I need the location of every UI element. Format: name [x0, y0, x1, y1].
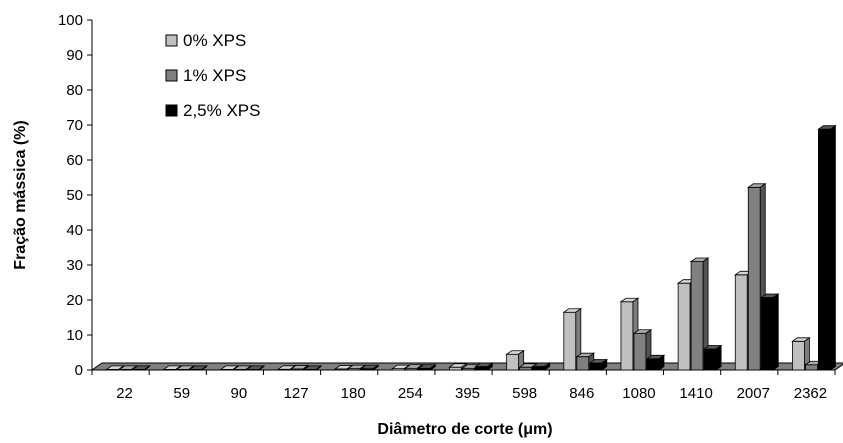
bar	[702, 344, 723, 371]
y-tick-label: 10	[66, 327, 83, 344]
x-tick-label: 1080	[622, 385, 655, 402]
legend-swatch	[165, 69, 178, 82]
bar	[245, 365, 266, 371]
bar	[474, 362, 494, 371]
legend-item: 1% XPS	[165, 66, 246, 85]
x-axis-title: Diâmetro de corte (μm)	[377, 421, 552, 438]
y-tick-label: 40	[66, 222, 83, 239]
bar	[302, 365, 323, 371]
x-tick-label: 254	[398, 385, 423, 402]
y-tick-label: 80	[66, 82, 83, 99]
x-tick-label: 2362	[794, 385, 827, 402]
y-tick-label: 20	[66, 292, 83, 309]
x-tick-label: 2007	[737, 385, 770, 402]
x-tick-label: 846	[569, 385, 594, 402]
y-tick-label: 70	[66, 117, 83, 134]
bar	[531, 362, 551, 371]
x-tick-label: 127	[284, 385, 309, 402]
legend-swatch	[165, 104, 178, 117]
bar	[505, 349, 525, 371]
x-tick-label: 598	[512, 385, 537, 402]
bar	[817, 124, 837, 371]
legend-label: 0% XPS	[183, 31, 246, 50]
x-tick-label: 1410	[679, 385, 712, 402]
bar	[359, 364, 380, 371]
y-tick-labels: 0 10 20 30 40 50 60 70 80 90 100	[58, 12, 83, 379]
bar	[760, 293, 780, 371]
x-tick-label: 59	[173, 385, 190, 402]
y-tick-label: 60	[66, 152, 83, 169]
bar	[791, 337, 811, 371]
x-tick-label: 90	[231, 385, 248, 402]
legend: 0% XPS 1% XPS 2,5% XPS	[165, 31, 261, 120]
y-axis-title: Fração mássica (%)	[12, 120, 29, 269]
y-tick-label: 100	[58, 12, 83, 29]
legend-item: 2,5% XPS	[165, 101, 261, 120]
y-tick-label: 0	[75, 362, 83, 379]
y-tick-label: 30	[66, 257, 83, 274]
bars	[105, 124, 837, 371]
legend-swatch	[165, 34, 178, 47]
bar	[188, 365, 208, 371]
y-tick-label: 50	[66, 187, 83, 204]
bar	[404, 363, 424, 371]
x-tick-label: 180	[341, 385, 366, 402]
y-tick-label: 90	[66, 47, 83, 64]
legend-label: 2,5% XPS	[183, 101, 261, 120]
legend-label: 1% XPS	[183, 66, 246, 85]
x-tick-label: 395	[455, 385, 480, 402]
bar	[346, 364, 367, 371]
legend-item: 0% XPS	[165, 31, 246, 50]
bar	[417, 363, 437, 371]
bar	[588, 358, 609, 371]
x-tick-label: 22	[116, 385, 133, 402]
x-tick-labels: 22 59 90 127 180 254 395 598 846 1080 1410 2007 2362	[116, 385, 827, 402]
bar	[131, 365, 151, 371]
bar	[645, 354, 666, 371]
